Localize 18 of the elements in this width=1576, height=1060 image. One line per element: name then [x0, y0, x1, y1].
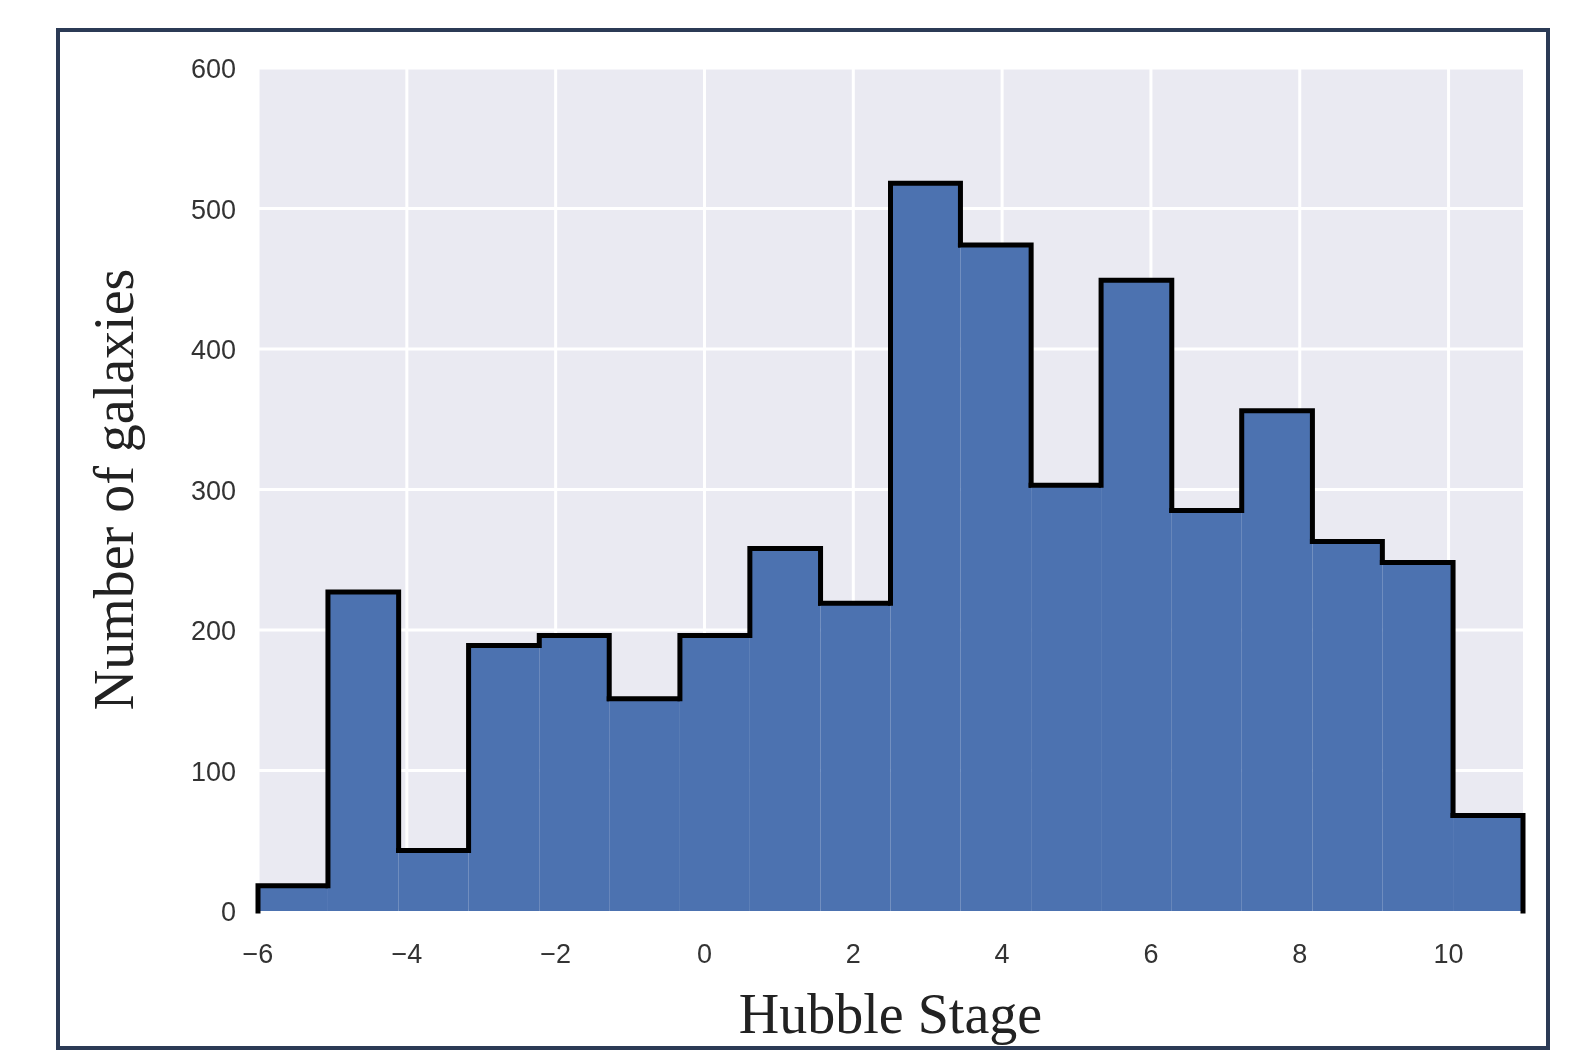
y-axis-title: Number of galaxies — [83, 268, 145, 711]
x-tick-label: 8 — [1292, 939, 1308, 969]
y-tick-label: 200 — [190, 616, 236, 646]
y-tick-label: 400 — [190, 335, 236, 365]
y-tick-label: 300 — [190, 475, 236, 506]
x-tick-label: −4 — [391, 939, 423, 969]
x-tick-label: 2 — [845, 939, 861, 969]
y-tick-label: 0 — [220, 897, 236, 927]
y-tick-label: 100 — [190, 756, 236, 787]
y-tick-label: 600 — [190, 54, 236, 84]
x-tick-label: −6 — [242, 939, 274, 969]
x-tick-label: −2 — [540, 939, 572, 969]
x-tick-label: 10 — [1433, 939, 1464, 969]
x-axis-title: Hubble Stage — [738, 983, 1043, 1045]
x-tick-label: 0 — [696, 939, 712, 969]
y-tick-label: 500 — [190, 194, 236, 225]
x-tick-label: 4 — [994, 939, 1010, 969]
x-tick-label: 6 — [1143, 939, 1159, 969]
